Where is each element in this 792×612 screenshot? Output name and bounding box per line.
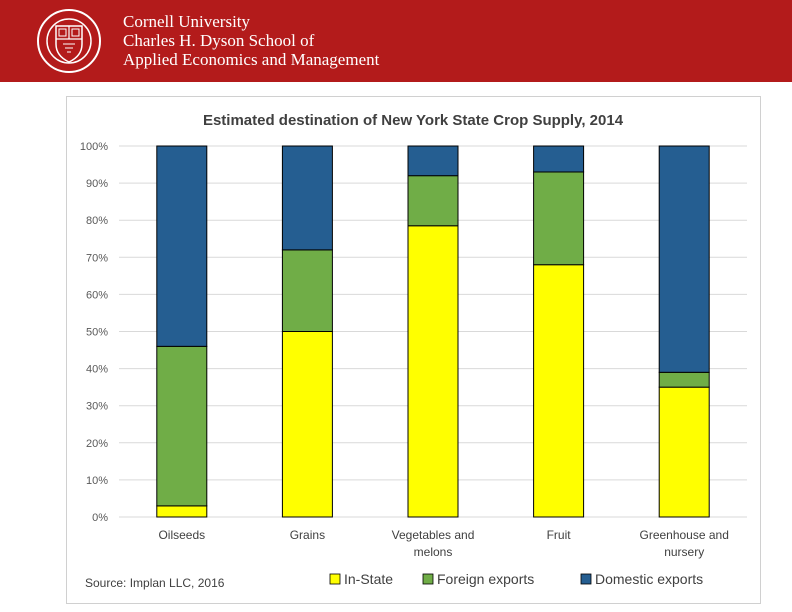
y-tick-label: 70% [86, 252, 108, 264]
bar-segment-domestic-exports [533, 145, 585, 173]
x-category-label: nursery [664, 545, 704, 559]
bar-segment-domestic-exports [156, 145, 208, 347]
x-category-label: Grains [290, 528, 325, 542]
chart-title: Estimated destination of New York State … [203, 112, 624, 129]
bar-segment-foreign-exports [658, 371, 710, 388]
legend-swatch [422, 573, 434, 585]
bar-segment-domestic-exports [658, 145, 710, 373]
y-tick-label: 40% [86, 364, 108, 376]
legend-label: Foreign exports [437, 571, 534, 587]
bar-segment-foreign-exports [156, 345, 208, 507]
legend-label: Domestic exports [595, 571, 703, 587]
y-tick-label: 90% [86, 178, 108, 190]
legend-swatch [329, 573, 341, 585]
bar-segment-domestic-exports [281, 145, 333, 251]
y-tick-label: 30% [86, 401, 108, 413]
x-category-label: melons [414, 545, 453, 559]
x-category-label: Vegetables and [392, 528, 475, 542]
department-name: Applied Economics and Management [123, 50, 380, 69]
y-tick-label: 100% [80, 141, 108, 153]
y-tick-label: 0% [92, 512, 108, 524]
bar-segment-foreign-exports [407, 175, 459, 227]
header-banner: Cornell University Charles H. Dyson Scho… [0, 0, 792, 82]
x-category-label: Oilseeds [158, 528, 205, 542]
bar-segment-foreign-exports [281, 249, 333, 333]
school-name: Charles H. Dyson School of [123, 31, 315, 50]
chart-panel: Estimated destination of New York State … [66, 96, 761, 604]
bar-segment-foreign-exports [533, 171, 585, 266]
legend-label: In-State [344, 571, 393, 587]
stacked-bar-chart: Estimated destination of New York State … [80, 112, 747, 590]
bar-segment-in-state [533, 264, 585, 518]
legend-swatch [580, 573, 592, 585]
source-note: Source: Implan LLC, 2016 [85, 576, 225, 590]
y-tick-label: 10% [86, 475, 108, 487]
bar-segment-in-state [156, 505, 208, 518]
y-tick-label: 80% [86, 215, 108, 227]
bar-segment-in-state [281, 331, 333, 518]
y-tick-label: 20% [86, 438, 108, 450]
bar-segment-domestic-exports [407, 145, 459, 177]
y-tick-label: 50% [86, 327, 108, 339]
institution-name: Cornell University Charles H. Dyson Scho… [123, 12, 379, 69]
university-name: Cornell University [123, 12, 251, 31]
y-tick-label: 60% [86, 289, 108, 301]
cornell-seal-icon [37, 9, 101, 73]
x-category-label: Greenhouse and [639, 528, 728, 542]
bar-segment-in-state [407, 225, 459, 518]
x-category-label: Fruit [547, 528, 572, 542]
bar-segment-in-state [658, 386, 710, 518]
